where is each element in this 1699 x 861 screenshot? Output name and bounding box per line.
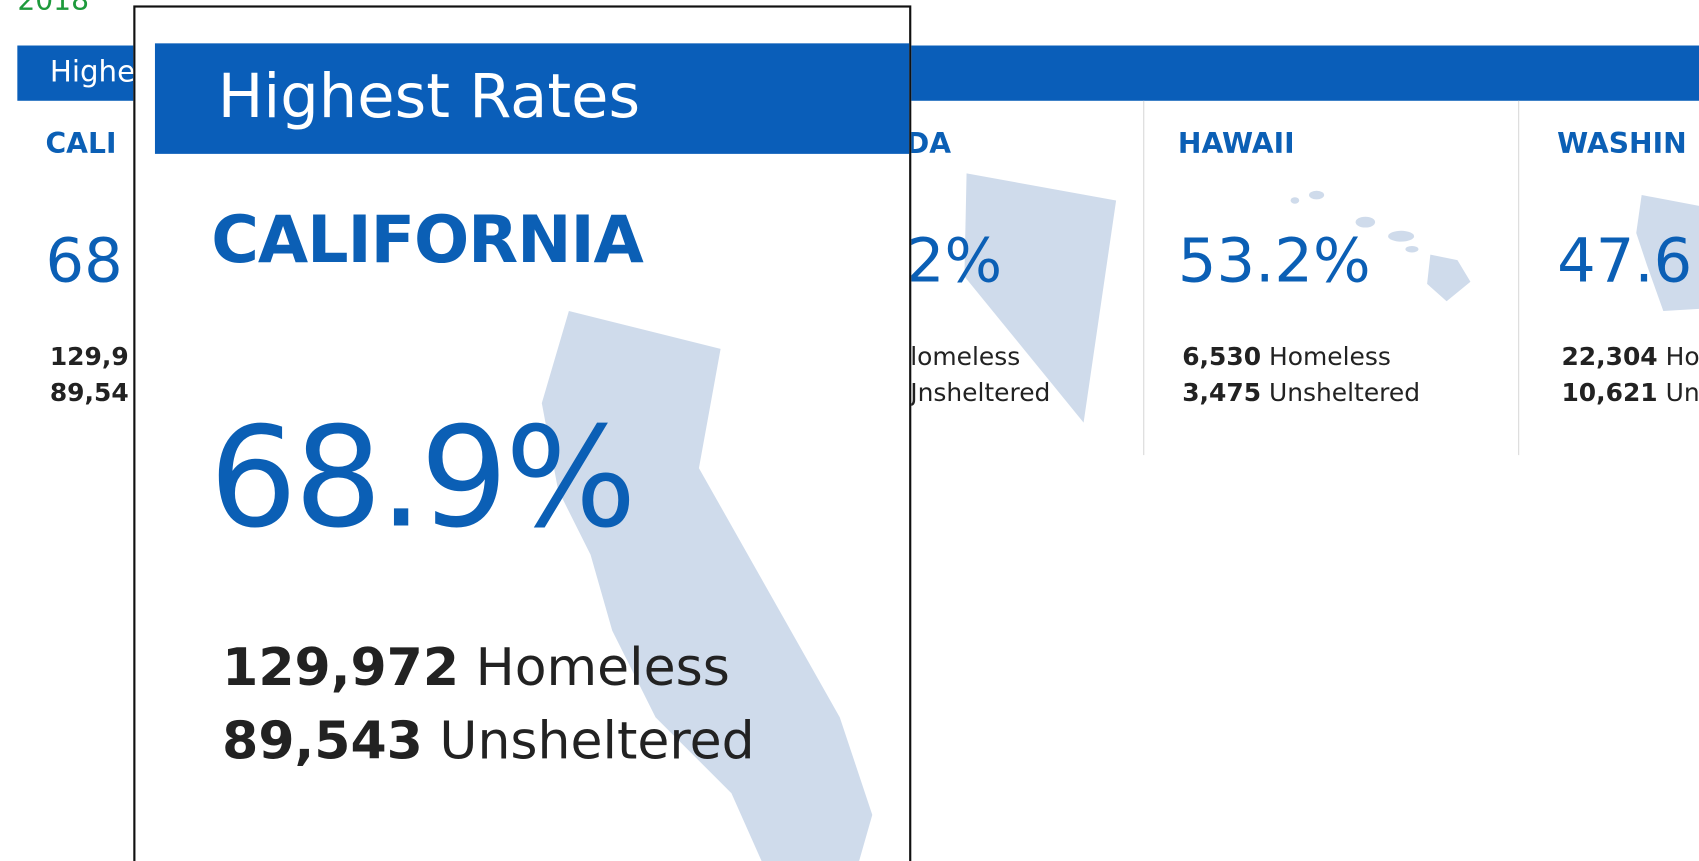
stat-homeless: 22,304 Ho [1561, 341, 1699, 374]
rate: 2% [905, 226, 1003, 297]
popup-rate: 68.9% [209, 397, 637, 560]
number: 10,621 [1561, 379, 1658, 408]
rate: 53.2% [1177, 226, 1371, 297]
stat-unsheltered: 89,54 [50, 377, 129, 410]
column-divider [1143, 100, 1145, 456]
label: Homeless [475, 637, 730, 698]
number: 129,972 [222, 637, 460, 698]
popup-homeless: 129,972 Homeless [222, 634, 730, 701]
label: Unsheltered [1268, 379, 1421, 408]
zoom-popup: Highest Rates CALIFORNIA 68.9% 129,972 H… [133, 5, 912, 861]
stat-unsheltered: Jnsheltered [910, 377, 1050, 410]
label: Un [1665, 379, 1699, 408]
stat-unsheltered: 10,621 Un [1561, 377, 1699, 410]
year: 2018 [17, 0, 90, 18]
label: Jnsheltered [910, 379, 1051, 408]
stat-homeless: 129,9 [50, 341, 129, 374]
number: 89,54 [49, 379, 129, 408]
label: Ho [1665, 343, 1699, 372]
number: 22,304 [1561, 343, 1658, 372]
number: 6,530 [1182, 343, 1262, 372]
california-shape [541, 310, 873, 861]
state-name: CALI [45, 127, 117, 161]
number: 89,543 [222, 710, 423, 772]
column-divider [1518, 100, 1520, 456]
rate: 47.6 [1557, 226, 1693, 297]
popup-unsheltered: 89,543 Unsheltered [222, 708, 754, 775]
stat-unsheltered: 3,475 Unsheltered [1182, 377, 1420, 410]
stat-homeless: 6,530 Homeless [1182, 341, 1391, 374]
number: 129,9 [49, 343, 129, 372]
state-name: HAWAII [1177, 127, 1295, 161]
state-name: DA [905, 127, 952, 161]
label: Unsheltered [439, 710, 755, 772]
hawaii-shape [1290, 190, 1471, 302]
popup-header [154, 43, 910, 154]
washington-shape [1636, 195, 1699, 311]
stat-homeless: lomeless [910, 341, 1020, 374]
state-name: WASHIN [1557, 127, 1687, 161]
popup-title: Highest Rates [217, 61, 641, 133]
number: 3,475 [1182, 379, 1262, 408]
header-text: Highe [49, 55, 136, 89]
label: Homeless [1268, 343, 1391, 372]
popup-state: CALIFORNIA [211, 202, 644, 279]
rate: 68 [45, 226, 123, 297]
label: lomeless [910, 343, 1021, 372]
nevada-shape [964, 173, 1117, 423]
